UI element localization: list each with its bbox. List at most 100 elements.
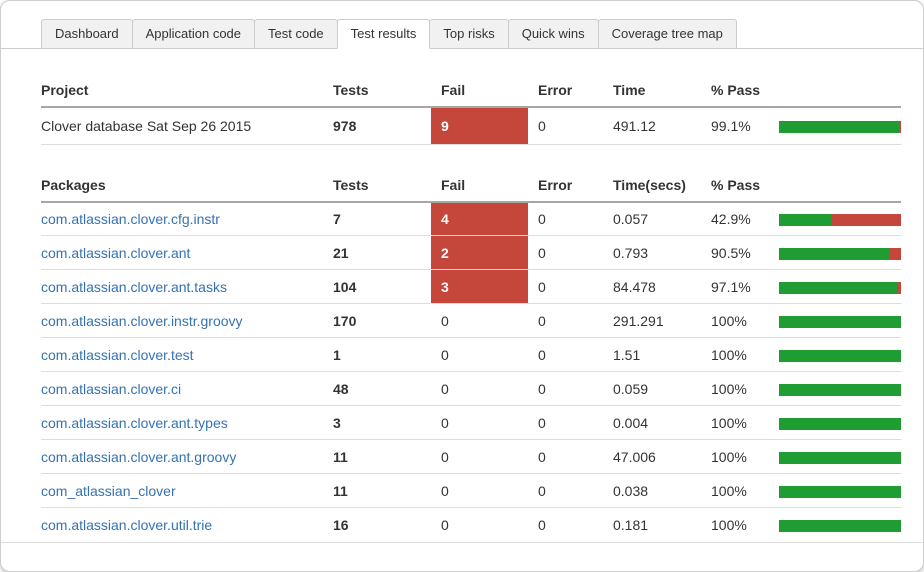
project-section: Project Tests Fail Error Time % Pass Clo… — [41, 79, 901, 145]
package-name-cell: com.atlassian.clover.util.trie — [41, 508, 323, 542]
project-tests-count: 978 — [323, 107, 431, 145]
fail-count: 0 — [431, 371, 528, 406]
pass-percent: 100% — [701, 439, 769, 474]
pass-bar-fill — [779, 485, 901, 498]
project-name: Clover database Sat Sep 26 2015 — [41, 107, 323, 145]
fail-count: 0 — [431, 405, 528, 440]
pass-bar — [779, 247, 901, 260]
time-value: 0.059 — [603, 371, 701, 406]
fail-count: 2 — [431, 235, 528, 270]
error-count: 0 — [528, 473, 603, 508]
error-count: 0 — [528, 405, 603, 440]
fail-count: 0 — [431, 473, 528, 508]
tab-label: Application code — [145, 26, 242, 41]
tests-count: 48 — [323, 371, 431, 406]
tests-count: 104 — [323, 269, 431, 304]
tests-count: 7 — [323, 201, 431, 236]
pass-bar-fill — [779, 383, 901, 396]
package-row: com.atlassian.clover.test 1 0 0 1.51 100… — [41, 337, 901, 372]
col-header-time: Time(secs) — [603, 173, 701, 203]
package-row: com.atlassian.clover.cfg.instr 7 4 0 0.0… — [41, 201, 901, 236]
fail-count: 0 — [431, 439, 528, 474]
package-name-cell: com.atlassian.clover.ant.tasks — [41, 269, 323, 304]
col-header-bar — [769, 173, 901, 203]
time-value: 1.51 — [603, 337, 701, 372]
package-link[interactable]: com.atlassian.clover.ant.tasks — [41, 278, 227, 295]
pass-bar — [779, 214, 901, 227]
pass-bar-cell — [769, 269, 901, 304]
fail-count: 0 — [431, 303, 528, 338]
project-time-value: 491.12 — [603, 107, 701, 145]
pass-bar-fill — [779, 214, 832, 227]
tab[interactable]: Coverage tree map — [597, 19, 737, 49]
package-link[interactable]: com.atlassian.clover.test — [41, 346, 194, 363]
packages-header-row: Packages Tests Fail Error Time(secs) % P… — [41, 173, 901, 203]
pass-bar-cell — [769, 371, 901, 406]
fail-count: 4 — [431, 201, 528, 236]
error-count: 0 — [528, 371, 603, 406]
pass-percent: 42.9% — [701, 201, 769, 236]
pass-bar-cell — [769, 303, 901, 338]
package-link[interactable]: com.atlassian.clover.instr.groovy — [41, 312, 243, 329]
package-link[interactable]: com.atlassian.clover.ant.groovy — [41, 448, 237, 465]
pass-bar — [779, 315, 901, 328]
error-count: 0 — [528, 269, 603, 304]
package-row: com_atlassian_clover 11 0 0 0.038 100% — [41, 473, 901, 508]
packages-section: Packages Tests Fail Error Time(secs) % P… — [41, 173, 901, 542]
project-table: Project Tests Fail Error Time % Pass Clo… — [41, 79, 901, 145]
pass-percent: 100% — [711, 516, 747, 533]
tab-label: Coverage tree map — [611, 26, 723, 41]
package-link[interactable]: com.atlassian.clover.util.trie — [41, 516, 213, 533]
fail-count: 0 — [431, 337, 528, 372]
time-value: 0.038 — [603, 473, 701, 508]
package-name-cell: com.atlassian.clover.ci — [41, 371, 323, 406]
time-value: 291.291 — [603, 303, 701, 338]
project-error-count: 0 — [528, 107, 603, 145]
col-header-tests: Tests — [323, 173, 431, 203]
pass-percent: 100% — [701, 473, 769, 508]
packages-table-body: com.atlassian.clover.cfg.instr 7 4 0 0.0… — [41, 201, 901, 542]
tab[interactable]: Test results — [336, 19, 431, 49]
pass-bar — [779, 281, 901, 294]
tests-count: 3 — [323, 405, 431, 440]
pass-bar-fill — [779, 247, 890, 260]
tab[interactable]: Test code — [254, 19, 338, 49]
tab[interactable]: Application code — [131, 19, 256, 49]
time-value: 0.181 — [613, 516, 649, 533]
error-count: 0 — [528, 235, 603, 270]
pass-bar-fill — [779, 451, 901, 464]
col-header-error: Error — [528, 79, 603, 108]
tests-count: 170 — [323, 303, 431, 338]
pass-bar-fill — [779, 349, 901, 362]
tab[interactable]: Dashboard — [41, 19, 133, 49]
package-link[interactable]: com.atlassian.clover.cfg.instr — [41, 210, 220, 227]
package-name-cell: com.atlassian.clover.instr.groovy — [41, 303, 323, 338]
tab[interactable]: Quick wins — [507, 19, 599, 49]
package-row: com.atlassian.clover.ant.tasks 104 3 0 8… — [41, 269, 901, 304]
package-name-cell: com.atlassian.clover.ant.groovy — [41, 439, 323, 474]
card-footer — [1, 542, 923, 558]
pass-bar-fill — [779, 281, 898, 294]
package-row: com.atlassian.clover.instr.groovy 170 0 … — [41, 303, 901, 338]
col-header-error: Error — [528, 173, 603, 203]
time-value: 0.004 — [603, 405, 701, 440]
pass-bar-cell — [769, 508, 901, 542]
package-link[interactable]: com.atlassian.clover.ant.types — [41, 414, 228, 431]
package-link[interactable]: com.atlassian.clover.ci — [41, 380, 182, 397]
pass-bar-cell — [769, 337, 901, 372]
tab[interactable]: Top risks — [429, 19, 509, 49]
time-value: 0.057 — [603, 201, 701, 236]
package-row: com.atlassian.clover.ant.types 3 0 0 0.0… — [41, 405, 901, 440]
col-header-fail: Fail — [431, 173, 528, 203]
package-link[interactable]: com.atlassian.clover.ant — [41, 244, 191, 261]
time-value: 47.006 — [603, 439, 701, 474]
package-link[interactable]: com_atlassian_clover — [41, 482, 176, 499]
col-header-bar — [769, 79, 901, 108]
error-count: 0 — [528, 201, 603, 236]
package-name-cell: com.atlassian.clover.test — [41, 337, 323, 372]
pass-bar — [779, 485, 901, 498]
pass-bar — [779, 383, 901, 396]
pass-bar — [779, 417, 901, 430]
pass-bar-cell — [769, 201, 901, 236]
tests-count: 21 — [323, 235, 431, 270]
